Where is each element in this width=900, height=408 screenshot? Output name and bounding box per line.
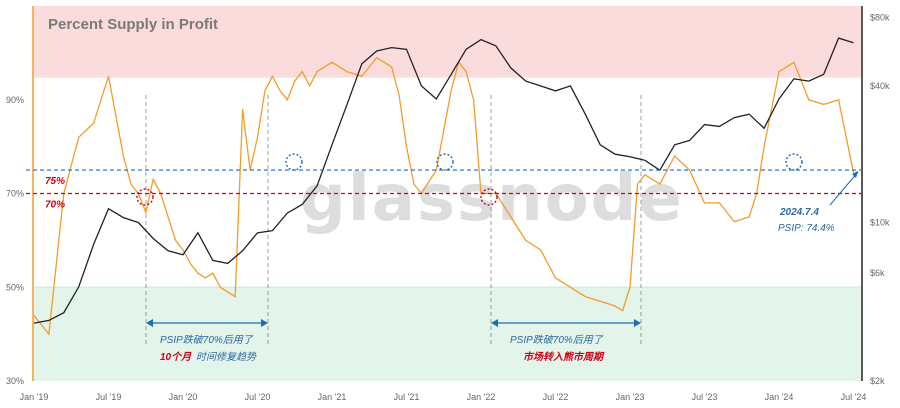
x-tick-label: Jan '23 — [616, 392, 645, 402]
annotation-1-line2: 时间修复趋势 — [196, 351, 257, 363]
x-tick-label: Jul '22 — [543, 392, 569, 402]
chart-title: Percent Supply in Profit — [48, 16, 218, 33]
right-tick-label: $80k — [870, 13, 890, 23]
high-profit-zone — [34, 6, 861, 77]
x-tick-label: Jan '21 — [318, 392, 347, 402]
annotation-1-bold: 10个月 — [160, 351, 192, 363]
x-tick-label: Jul '21 — [394, 392, 420, 402]
callout-pointer — [829, 171, 859, 206]
annotation-2-line2: 市场转入熊市周期 — [523, 351, 605, 363]
left-y-axis: 30% 50% 70% 90% — [6, 95, 24, 386]
callout-arrowhead — [852, 171, 858, 178]
right-tick-label: $6k — [870, 268, 885, 278]
x-tick-label: Jan '19 — [20, 392, 49, 402]
red-circle-2019 — [136, 188, 154, 206]
right-tick-label: $10k — [870, 217, 890, 227]
ref-label-70: 70% — [45, 200, 65, 211]
price-series-line — [33, 37, 854, 324]
x-tick-label: Jul '23 — [692, 392, 718, 402]
x-tick-label: Jan '24 — [765, 392, 794, 402]
watermark: glassnode — [300, 162, 684, 236]
x-axis: Jan '19 Jul '19 Jan '20 Jul '20 Jan '21 Jul '… — [20, 392, 867, 402]
annotation-1-line1: PSIP跌破70%后用了 — [160, 334, 254, 346]
callout-value: PSIP: 74.4% — [778, 223, 835, 234]
psip-series-line — [33, 56, 855, 336]
x-tick-label: Jul '19 — [96, 392, 122, 402]
left-tick-label: 70% — [6, 189, 24, 199]
x-tick-label: Jan '20 — [169, 392, 198, 402]
left-tick-label: 50% — [6, 282, 24, 292]
annotation-2-line1: PSIP跌破70%后用了 — [510, 334, 604, 346]
right-tick-label: $40k — [870, 81, 890, 91]
red-circle-2022 — [480, 188, 498, 206]
left-tick-label: 90% — [6, 95, 24, 105]
blue-circle-2020 — [285, 153, 303, 171]
ref-label-75: 75% — [45, 176, 65, 187]
low-profit-zone — [34, 287, 861, 381]
blue-circle-2021 — [436, 153, 454, 171]
x-tick-label: Jan '22 — [467, 392, 496, 402]
left-tick-label: 30% — [6, 376, 24, 386]
breach-markers — [136, 153, 803, 206]
callout-date: 2024.7.4 — [779, 207, 819, 218]
right-tick-label: $2k — [870, 376, 885, 386]
duration-arrow-1 — [146, 319, 268, 327]
blue-circle-2024 — [785, 153, 803, 171]
x-tick-label: Jul '24 — [841, 392, 867, 402]
x-tick-label: Jul '20 — [245, 392, 271, 402]
duration-arrow-2 — [491, 319, 641, 327]
right-y-axis: $2k $6k $10k $40k $80k — [870, 13, 890, 386]
